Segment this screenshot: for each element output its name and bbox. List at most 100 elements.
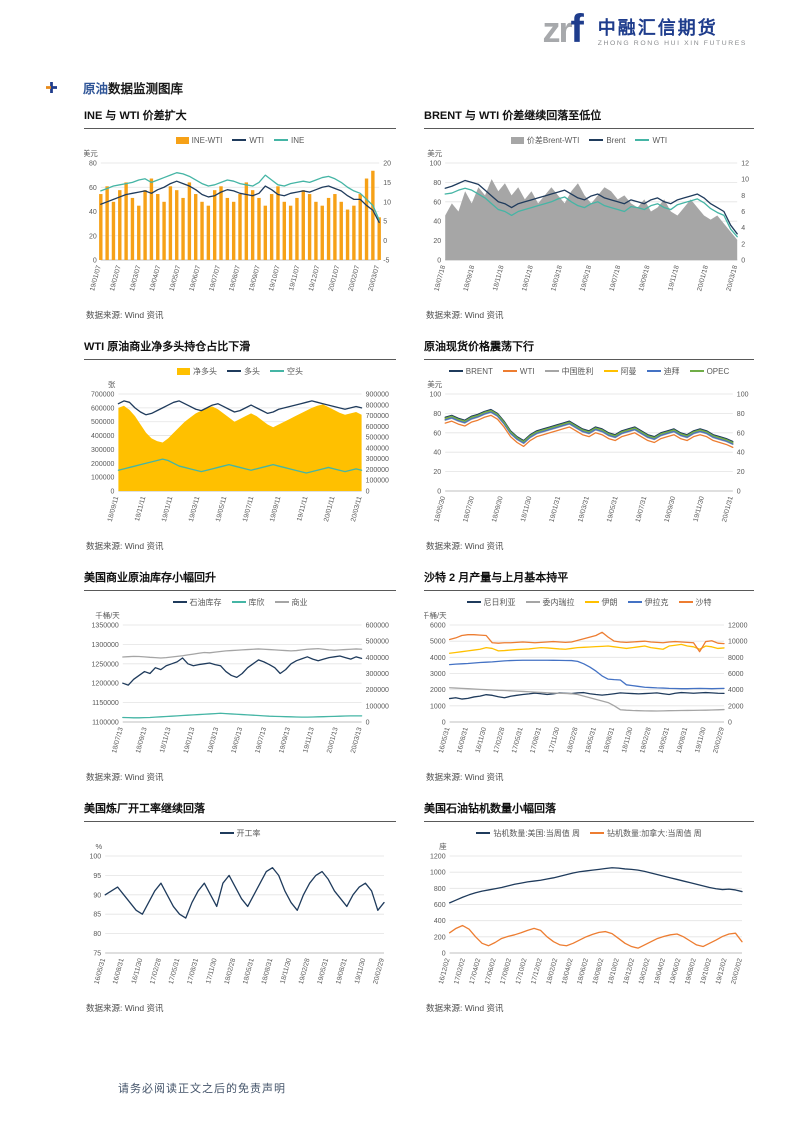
svg-text:17/04/02: 17/04/02 (469, 958, 483, 986)
svg-text:19/05/31: 19/05/31 (317, 958, 331, 986)
svg-text:18/09/13: 18/09/13 (135, 727, 149, 755)
svg-text:300000: 300000 (91, 447, 114, 454)
source-value: Wind 资讯 (464, 310, 504, 320)
svg-text:18/02/28: 18/02/28 (224, 958, 238, 986)
svg-text:6: 6 (741, 209, 745, 216)
section-heading: 原油数据监测图库 (46, 78, 793, 97)
svg-text:%: % (96, 842, 103, 851)
legend-item: INE (274, 136, 304, 145)
chart-title: 原油现货价格震荡下行 (424, 338, 754, 360)
legend-label: 净多头 (193, 366, 217, 376)
legend-item: 净多头 (177, 366, 217, 377)
svg-text:40: 40 (433, 450, 441, 457)
svg-text:16/08/31: 16/08/31 (456, 727, 470, 755)
svg-text:12000: 12000 (728, 623, 748, 630)
svg-text:18/05/31: 18/05/31 (242, 958, 256, 986)
source-value: Wind 资讯 (124, 772, 164, 782)
svg-text:200000: 200000 (91, 461, 114, 468)
source-value: Wind 资讯 (464, 1003, 504, 1013)
chart-legend: BRENT WTI 中国胜利 阿曼 迪拜 OPEC (424, 364, 754, 378)
svg-text:100: 100 (737, 392, 749, 399)
chart-canvas: 石油库存 库欣 商业 1100000 1150000 1200000 1250000 1300… (84, 595, 396, 769)
svg-text:17/02/02: 17/02/02 (453, 958, 467, 986)
svg-text:19/06/07: 19/06/07 (189, 265, 203, 293)
svg-text:800: 800 (434, 886, 446, 893)
chart-block-us-crude-inventory: 美国商业原油库存小幅回升 石油库存 库欣 商业 1100000 1150000 12000… (84, 569, 396, 783)
svg-text:400000: 400000 (366, 445, 389, 452)
company-logo: zrf 中融汇信期货 ZHONG RONG HUI XIN FUTURES (542, 9, 747, 49)
legend-label: 商业 (291, 597, 308, 607)
chart-canvas: 钻机数量:美国:当周值 周 钻机数量:加拿大:当周值 周 0 200 400 600 800… (424, 826, 754, 1000)
svg-text:19/09/30: 19/09/30 (664, 496, 678, 524)
svg-text:19/01/18: 19/01/18 (521, 265, 535, 293)
svg-text:17/11/30: 17/11/30 (548, 726, 562, 753)
legend-marker (466, 601, 481, 603)
svg-text:1200: 1200 (430, 854, 446, 861)
legend-marker (646, 370, 661, 372)
svg-text:座: 座 (439, 841, 447, 851)
svg-text:18/10/02: 18/10/02 (607, 958, 621, 986)
legend-label: 多头 (244, 366, 260, 376)
svg-text:4000: 4000 (728, 687, 744, 694)
svg-text:40: 40 (89, 209, 97, 216)
chart-svg: 0 1000 2000 3000 4000 5000 6000 0 2000 4000 6000 80… (422, 610, 748, 755)
svg-text:600000: 600000 (366, 424, 389, 431)
chart-svg: 0 20 40 60 80 -5 0 5 10 15 20 美元 19/01/07 19/02/07 19/… (83, 148, 391, 293)
svg-text:19/05/11: 19/05/11 (215, 495, 229, 522)
svg-text:千桶/天: 千桶/天 (95, 610, 120, 620)
svg-text:5000: 5000 (430, 639, 446, 646)
legend-item: 尼日利亚 (466, 597, 516, 608)
chart-title: 美国炼厂开工率继续回落 (84, 800, 396, 822)
legend-label: 迪拜 (663, 366, 680, 376)
company-name-cn: 中融汇信期货 (597, 18, 718, 38)
svg-text:0: 0 (741, 258, 745, 265)
section-title: 原油数据监测图库 (83, 78, 183, 97)
svg-text:100: 100 (430, 392, 442, 399)
legend-marker (227, 370, 241, 372)
svg-text:16/12/02: 16/12/02 (438, 958, 452, 986)
legend-item: 多头 (227, 366, 260, 377)
legend-item: 中国胜利 (544, 366, 594, 377)
legend-marker (544, 370, 559, 372)
svg-text:19/03/31: 19/03/31 (577, 496, 591, 524)
chart-canvas: 净多头 多头 空头 0 100000 200000 300000 400000 500000 60… (84, 364, 396, 538)
svg-text:17/02/28: 17/02/28 (493, 727, 507, 755)
legend-marker (448, 370, 463, 372)
legend-label: INE-WTI (191, 135, 223, 145)
svg-text:100: 100 (90, 854, 102, 861)
svg-text:20: 20 (89, 233, 97, 240)
svg-text:17/05/31: 17/05/31 (168, 958, 182, 986)
svg-text:0: 0 (442, 951, 446, 958)
svg-text:19/11/30: 19/11/30 (694, 726, 708, 753)
section-title-highlight: 原油 (83, 82, 109, 96)
legend-item: 钻机数量:美国:当周值 周 (476, 828, 580, 839)
svg-text:100000: 100000 (366, 703, 389, 710)
svg-text:19/12/07: 19/12/07 (308, 265, 322, 293)
chart-title: 美国石油钻机数量小幅回落 (424, 800, 754, 822)
legend-label: WTI (519, 366, 535, 376)
svg-text:19/11/30: 19/11/30 (354, 957, 368, 984)
svg-text:20/02/29: 20/02/29 (372, 958, 386, 986)
svg-text:19/07/31: 19/07/31 (635, 496, 649, 524)
svg-text:19/03/11: 19/03/11 (188, 495, 202, 522)
legend-label: 空头 (287, 366, 303, 376)
svg-text:100: 100 (430, 161, 442, 168)
svg-text:60: 60 (433, 199, 441, 206)
svg-text:18/06/02: 18/06/02 (576, 958, 590, 986)
data-source-line: 数据来源: Wind 资讯 (426, 540, 754, 552)
svg-text:20/01/11: 20/01/11 (323, 495, 337, 522)
svg-text:6000: 6000 (430, 623, 446, 630)
svg-text:18/08/02: 18/08/02 (592, 958, 606, 986)
legend-label: 尼日利亚 (483, 597, 516, 607)
svg-text:19/09/07: 19/09/07 (248, 265, 262, 293)
source-label: 数据来源: (426, 541, 463, 551)
legend-label: WTI (249, 135, 264, 145)
svg-text:16/05/31: 16/05/31 (438, 727, 452, 755)
chart-svg: 1100000 1150000 1200000 1250000 1300000 13500… (92, 610, 390, 755)
svg-text:900000: 900000 (366, 392, 389, 399)
svg-text:18/09/18: 18/09/18 (463, 265, 477, 293)
chart-block-spot-prices: 原油现货价格震荡下行 BRENT WTI 中国胜利 阿曼 迪拜 OPEC 0 20 40 60 80… (424, 338, 754, 552)
svg-text:18/11/30: 18/11/30 (621, 726, 635, 753)
svg-text:20/03/13: 20/03/13 (350, 727, 364, 755)
